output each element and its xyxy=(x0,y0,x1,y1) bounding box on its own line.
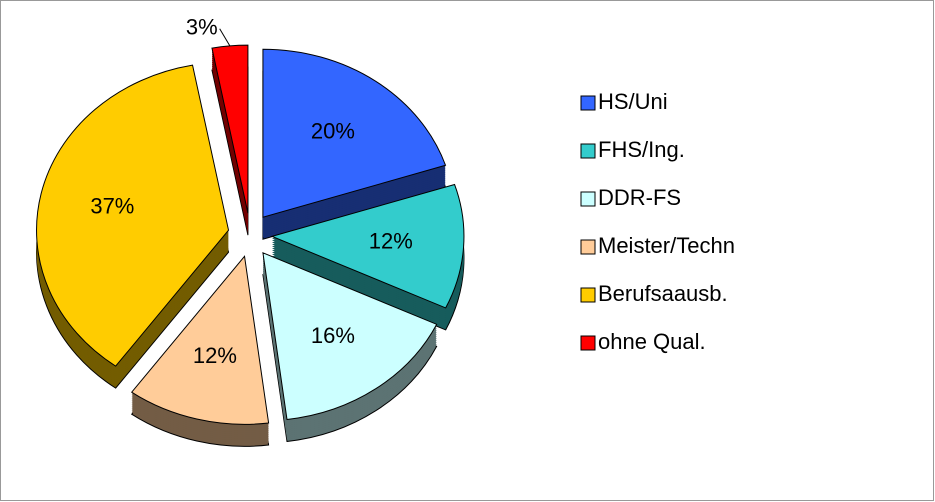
value-label: 3% xyxy=(186,15,218,40)
value-label: 12% xyxy=(369,229,413,254)
legend-label: Meister/Techn xyxy=(598,233,735,258)
legend-label: ohne Qual. xyxy=(598,329,706,354)
legend-swatch xyxy=(580,287,596,303)
slice xyxy=(270,183,465,309)
legend-label: Berufsaausb. xyxy=(598,281,728,306)
legend-label: HS/Uni xyxy=(598,89,668,114)
slice xyxy=(262,48,447,218)
legend-swatch xyxy=(580,95,596,111)
slice xyxy=(130,255,270,425)
value-label: 16% xyxy=(311,323,355,348)
legend-label: DDR-FS xyxy=(598,185,681,210)
value-label: 37% xyxy=(90,193,134,218)
leader-line xyxy=(219,28,231,47)
legend-swatch xyxy=(580,239,596,255)
value-label: 20% xyxy=(311,119,355,144)
slice xyxy=(262,252,438,421)
legend-swatch xyxy=(580,143,596,159)
legend-label: FHS/Ing. xyxy=(598,137,685,162)
legend-swatch xyxy=(580,335,596,351)
legend-swatch xyxy=(580,191,596,207)
slice xyxy=(36,64,230,367)
value-label: 12% xyxy=(193,343,237,368)
